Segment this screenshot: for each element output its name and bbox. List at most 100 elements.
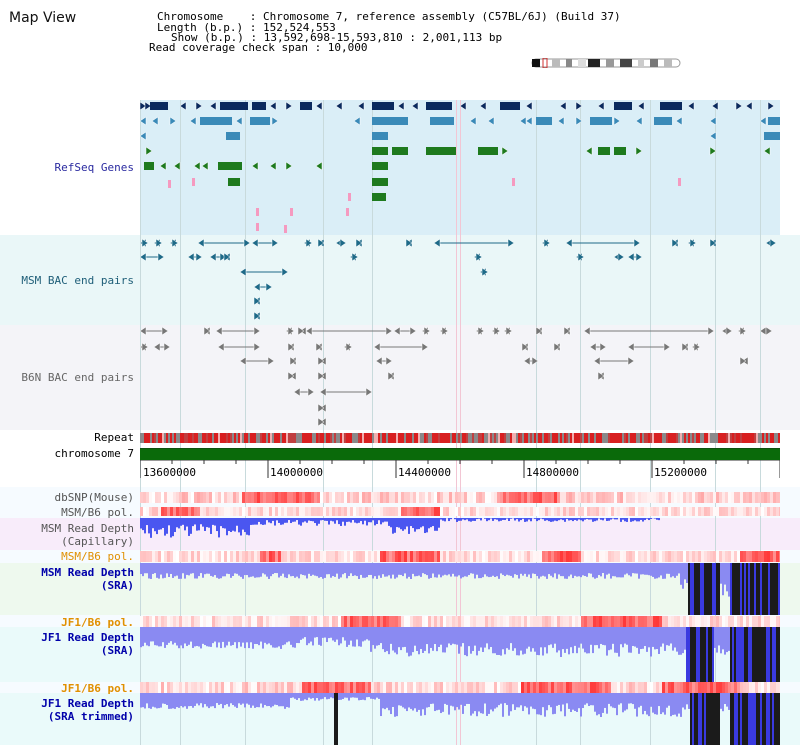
- depth-bar: [264, 627, 266, 643]
- track-label-msm-bac[interactable]: MSM BAC end pairs: [21, 274, 134, 287]
- depth-bar: [248, 518, 250, 536]
- repeat-segment: [368, 433, 370, 443]
- depth-bar: [140, 518, 142, 529]
- depth-bar: [426, 518, 428, 533]
- depth-bar: [336, 518, 338, 521]
- depth-bar: [400, 693, 402, 706]
- heat-cell: [305, 682, 308, 693]
- depth-bar: [520, 563, 522, 574]
- heat-cell: [599, 682, 602, 693]
- refseq-gene-block: [614, 147, 626, 155]
- heat-cell: [374, 492, 377, 503]
- heat-cell: [506, 682, 509, 693]
- depth-bar: [528, 693, 530, 715]
- repeat-segment: [492, 433, 494, 443]
- heat-cell: [299, 682, 302, 693]
- depth-bar: [194, 563, 196, 579]
- depth-bar: [690, 627, 692, 682]
- heat-cell: [308, 616, 311, 627]
- repeat-segment: [540, 433, 542, 443]
- heat-cell: [410, 507, 413, 516]
- depth-bar: [346, 518, 348, 522]
- refseq-gene-block: [614, 102, 632, 110]
- heat-cell: [329, 492, 332, 503]
- heat-cell: [140, 551, 143, 562]
- depth-bar: [280, 693, 282, 707]
- refseq-gene-arrow: [635, 116, 643, 126]
- heat-cell: [215, 492, 218, 503]
- b6n-bac-pair-end: [739, 326, 747, 336]
- depth-bar: [554, 627, 556, 644]
- heat-cell: [701, 682, 704, 693]
- repeat-segment: [776, 433, 778, 443]
- depth-bar: [180, 693, 182, 707]
- depth-bar: [382, 563, 384, 575]
- chromosome-ideogram[interactable]: [530, 53, 682, 69]
- depth-bar: [328, 563, 330, 575]
- b6n-bac-pair-end: [317, 356, 325, 366]
- heat-cell: [665, 551, 668, 562]
- heat-cell: [725, 507, 728, 516]
- heat-cell: [686, 507, 689, 516]
- heat-cell: [647, 616, 650, 627]
- depth-bar: [770, 627, 772, 682]
- heat-cell: [704, 507, 707, 516]
- msm-bac-track[interactable]: [140, 235, 780, 325]
- heat-cell: [401, 492, 404, 503]
- msm-bac-pair-end: [709, 238, 717, 248]
- heat-cell: [254, 616, 257, 627]
- heat-cell: [773, 507, 776, 516]
- refseq-genes-track[interactable]: [140, 100, 780, 235]
- heat-cell: [455, 507, 458, 516]
- heat-cell: [407, 492, 410, 503]
- heat-cell: [203, 682, 206, 693]
- heat-cell: [653, 616, 656, 627]
- heat-cell: [536, 507, 539, 516]
- track-label-b6n-bac[interactable]: B6N BAC end pairs: [21, 371, 134, 384]
- depth-bar: [544, 518, 546, 521]
- depth-bar: [602, 627, 604, 645]
- repeat-segment: [300, 433, 302, 443]
- depth-bar: [314, 627, 316, 638]
- depth-bar: [328, 627, 330, 639]
- heat-cell: [500, 616, 503, 627]
- b6n-bac-pair-end: [141, 342, 149, 352]
- depth-bar: [348, 627, 350, 645]
- heat-cell: [356, 682, 359, 693]
- depth-bar: [154, 627, 156, 646]
- repeat-segment: [748, 433, 750, 443]
- depth-bar: [212, 518, 214, 525]
- depth-bar: [666, 627, 668, 646]
- b6n-bac-track[interactable]: [140, 325, 780, 430]
- depth-bar: [266, 563, 268, 577]
- depth-bar: [718, 627, 720, 646]
- depth-bar: [286, 518, 288, 523]
- depth-bar: [654, 563, 656, 579]
- heat-cell: [392, 507, 395, 516]
- b6n-bac-pair-end: [297, 326, 305, 336]
- repeat-segment: [544, 433, 546, 443]
- msm-bac-pair-end: [157, 252, 165, 262]
- depth-bar: [762, 627, 764, 682]
- repeat-segment: [770, 433, 772, 443]
- heat-cell: [704, 492, 707, 503]
- heat-cell: [503, 616, 506, 627]
- track-label-refseq[interactable]: RefSeq Genes: [54, 161, 134, 174]
- repeat-segment: [172, 433, 174, 443]
- repeat-segment: [452, 433, 454, 443]
- heat-cell: [740, 507, 743, 516]
- depth-bar: [360, 563, 362, 575]
- depth-bar: [218, 627, 220, 643]
- depth-bar: [492, 693, 494, 712]
- heat-cell: [698, 492, 701, 503]
- depth-bar: [246, 518, 248, 535]
- heat-cell: [473, 507, 476, 516]
- heat-cell: [683, 507, 686, 516]
- depth-bar: [452, 627, 454, 644]
- heat-cell: [350, 507, 353, 516]
- depth-bar: [604, 627, 606, 646]
- heat-cell: [338, 507, 341, 516]
- heat-cell: [275, 616, 278, 627]
- heat-cell: [773, 551, 776, 562]
- heat-cell: [761, 492, 764, 503]
